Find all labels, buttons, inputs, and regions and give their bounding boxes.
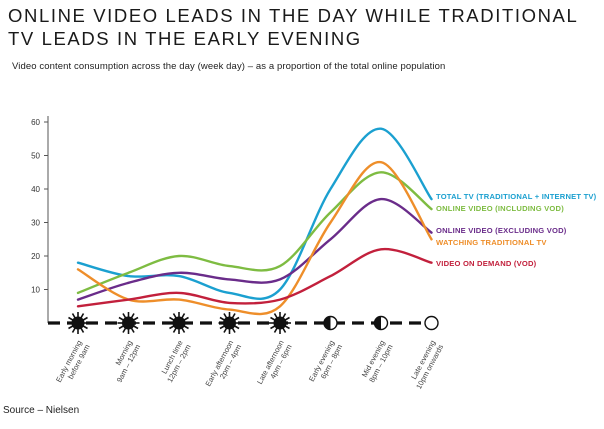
- y-tick-label: 40: [31, 185, 40, 194]
- half-moon-icon: [373, 315, 389, 331]
- series-line-2: [76, 171, 433, 295]
- y-tick-label: 20: [31, 252, 40, 261]
- x-tick-label: Lunch time12pm – 2pm: [157, 339, 192, 384]
- x-tick-label: Late afternoon4pm – 6pm: [255, 339, 294, 390]
- empty-moon-icon: [424, 315, 439, 331]
- series-line-5: [76, 247, 433, 308]
- x-tick-label: Mid evening8pm – 10pm: [359, 339, 394, 384]
- series-line-3: [76, 197, 433, 301]
- sun-icon: [218, 312, 241, 334]
- y-tick-label: 10: [31, 286, 40, 295]
- x-tick-label: Early evening6pm – 8pm: [307, 339, 344, 388]
- legend-entry-1: TOTAL TV (TRADITIONAL + INTERNET TV): [436, 192, 597, 201]
- legend-entry-5: VIDEO ON DEMAND (VOD): [436, 259, 537, 268]
- y-tick-label: 60: [31, 118, 40, 127]
- time-of-day-timeline: [48, 312, 439, 334]
- series-lines: [76, 127, 433, 316]
- legend-entry-3: ONLINE VIDEO (EXCLUDING VOD): [436, 226, 567, 235]
- series-line-1: [76, 127, 433, 300]
- legend-entry-4: WATCHING TRADITIONAL TV: [436, 238, 547, 247]
- x-tick-label: Late evening10pm onwards: [406, 339, 445, 391]
- chart-title: ONLINE VIDEO LEADS IN THE DAY WHILE TRAD…: [8, 5, 578, 49]
- x-tick-label: Early morningbefore 9am: [54, 339, 92, 388]
- chart-subtitle: Video content consumption across the day…: [12, 61, 446, 72]
- y-axis: 10 20 30 40 50 60: [31, 116, 49, 323]
- half-moon-icon: [323, 315, 338, 331]
- sun-icon: [67, 312, 89, 334]
- sun-icon: [168, 312, 190, 334]
- sun-icon: [269, 312, 291, 334]
- x-tick-label: Morning9am – 12pm: [107, 339, 142, 384]
- x-axis-labels: Early morningbefore 9am Morning9am – 12pm…: [54, 339, 445, 392]
- y-tick-label: 30: [31, 219, 40, 228]
- legend: TOTAL TV (TRADITIONAL + INTERNET TV) ONLI…: [436, 192, 597, 268]
- source-note: Source – Nielsen: [3, 405, 80, 416]
- series-line-4: [76, 160, 433, 316]
- sun-icon: [117, 312, 140, 334]
- y-tick-label: 50: [31, 152, 40, 161]
- x-tick-label: Early afternoon2pm – 4pm: [203, 339, 243, 392]
- legend-entry-2: ONLINE VIDEO (INCLUDING VOD): [436, 204, 564, 213]
